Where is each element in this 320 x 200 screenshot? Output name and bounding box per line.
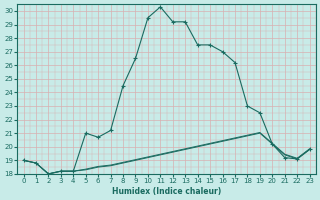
X-axis label: Humidex (Indice chaleur): Humidex (Indice chaleur) — [112, 187, 221, 196]
